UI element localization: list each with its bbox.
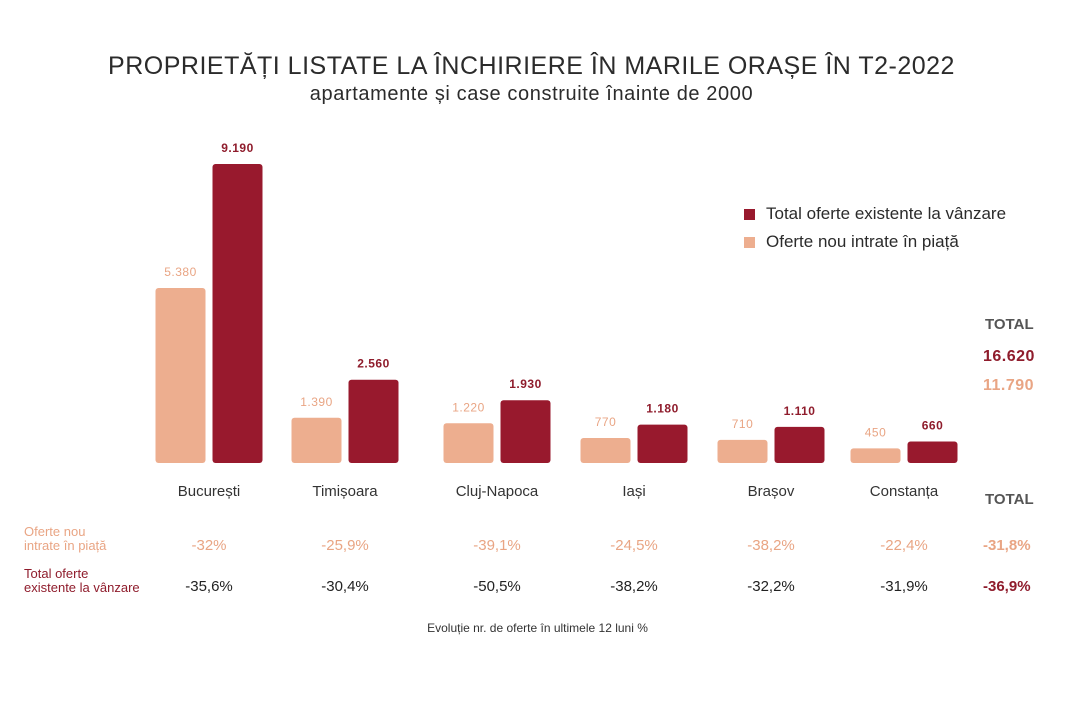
bar-new-bra-ov <box>717 439 768 463</box>
evolution-new-value: -32% <box>191 537 227 554</box>
totals-new-value: 11.790 <box>983 377 1035 394</box>
evolution-total-label-line1: Total oferte <box>24 566 89 581</box>
evolution-new-value: -25,9% <box>321 537 369 554</box>
legend-item-total: Total oferte existente la vânzare <box>744 200 1006 228</box>
data-label-new-bra-ov: 710 <box>732 417 754 431</box>
evolution-new-label: Oferte nou intrate în piață <box>24 525 184 553</box>
evolution-new-value: -22,4% <box>880 537 928 554</box>
bar-new-cluj-napoca <box>443 423 494 463</box>
evolution-new-label-line2: intrate în piață <box>24 538 107 553</box>
data-label-total-bucure-ti: 9.190 <box>221 141 254 155</box>
category-label-timi-oara: Timișoara <box>312 483 378 500</box>
legend-swatch-new <box>744 236 755 248</box>
data-label-total-cluj-napoca: 1.930 <box>509 377 542 391</box>
chart-title: PROPRIETĂȚI LISTATE LA ÎNCHIRIERE ÎN MAR… <box>108 52 955 80</box>
evolution-new-value: -24,5% <box>610 537 658 554</box>
evolution-new-value: -38,2% <box>747 537 795 554</box>
category-label-constan-a: Constanța <box>870 483 939 500</box>
legend-label-new: Oferte nou intrate în piață <box>766 232 959 251</box>
data-label-total-ia-i: 1.180 <box>646 402 679 416</box>
data-label-new-timi-oara: 1.390 <box>300 395 333 409</box>
category-label-bucure-ti: București <box>178 483 241 500</box>
bar-new-constan-a <box>850 448 901 463</box>
bar-new-bucure-ti <box>155 287 206 463</box>
evolution-total-value: -50,5% <box>473 578 521 595</box>
category-label-ia-i: Iași <box>622 483 645 500</box>
data-label-total-timi-oara: 2.560 <box>357 357 390 371</box>
legend-label-total: Total oferte existente la vânzare <box>766 204 1007 223</box>
evolution-heading: TOTAL <box>985 491 1034 508</box>
data-label-total-constan-a: 660 <box>922 419 944 433</box>
legend-swatch-total <box>744 208 755 220</box>
data-label-new-bucure-ti: 5.380 <box>164 265 197 279</box>
evolution-total-label: Total oferte existente la vânzare <box>24 567 184 595</box>
evolution-total-label-line2: existente la vânzare <box>24 580 140 595</box>
data-label-new-constan-a: 450 <box>865 425 887 439</box>
legend-item-new: Oferte nou intrate în piață <box>744 228 1006 256</box>
evolution-total-value: -35,6% <box>185 578 233 595</box>
legend: Total oferte existente la vânzare Oferte… <box>744 200 1006 256</box>
evolution-total-total: -36,9% <box>983 578 1031 595</box>
evolution-total-value: -31,9% <box>880 578 928 595</box>
totals-total-value: 16.620 <box>983 348 1035 365</box>
data-label-new-cluj-napoca: 1.220 <box>452 400 485 414</box>
data-label-new-ia-i: 770 <box>595 415 617 429</box>
evolution-total-value: -30,4% <box>321 578 369 595</box>
chart-subtitle: apartamente și case construite înainte d… <box>309 83 754 105</box>
bar-total-cluj-napoca <box>500 400 551 463</box>
totals-heading: TOTAL <box>985 316 1034 333</box>
bar-total-timi-oara <box>348 379 399 463</box>
footnote: Evoluție nr. de oferte în ultimele 12 lu… <box>427 621 648 635</box>
evolution-total-value: -32,2% <box>747 578 795 595</box>
bar-total-bucure-ti <box>212 164 263 463</box>
bar-total-bra-ov <box>774 426 825 463</box>
data-label-total-bra-ov: 1.110 <box>784 404 816 418</box>
bar-new-ia-i <box>580 437 631 463</box>
evolution-new-label-line1: Oferte nou <box>24 524 86 539</box>
evolution-total-value: -38,2% <box>610 578 658 595</box>
bar-total-constan-a <box>907 441 958 463</box>
bar-new-timi-oara <box>291 417 342 463</box>
category-label-bra-ov: Brașov <box>748 483 795 500</box>
category-label-cluj-napoca: Cluj-Napoca <box>456 483 539 500</box>
bar-total-ia-i <box>637 424 688 463</box>
evolution-new-total: -31,8% <box>983 537 1031 554</box>
evolution-new-value: -39,1% <box>473 537 521 554</box>
